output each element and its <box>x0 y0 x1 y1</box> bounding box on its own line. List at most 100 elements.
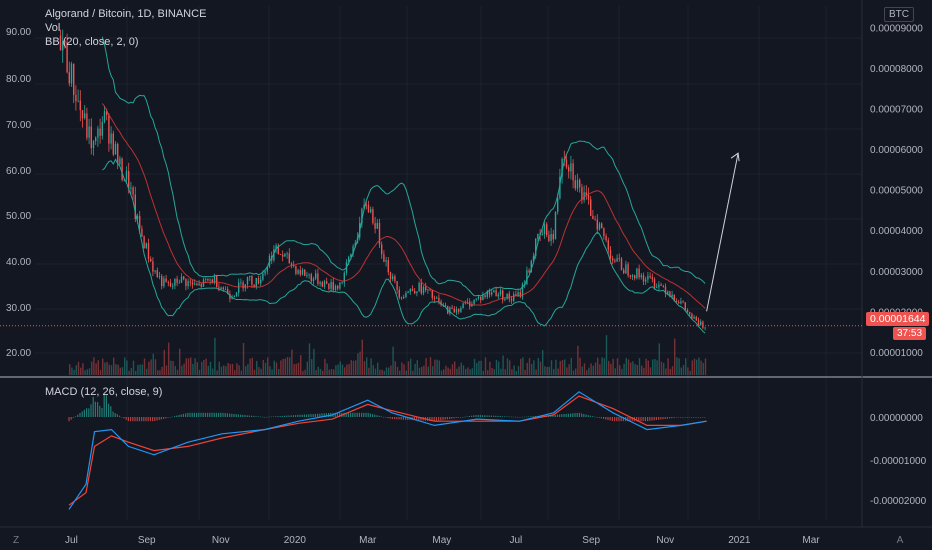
candle-body <box>625 264 627 274</box>
macd-histogram-bar <box>262 416 264 418</box>
candle-body <box>99 128 101 136</box>
volume-bar <box>663 362 665 375</box>
volume-bar <box>297 362 300 375</box>
macd-histogram-bar <box>94 401 96 417</box>
volume-bar <box>449 368 451 375</box>
candle-body <box>444 305 447 307</box>
volume-bar <box>273 360 275 375</box>
candle-body <box>554 211 557 240</box>
volume-bar <box>75 365 77 375</box>
macd-histogram-bar <box>510 416 512 418</box>
macd-histogram-bar <box>321 413 323 417</box>
candle-body <box>222 287 224 289</box>
projection-arrow-line <box>706 153 739 312</box>
candle-body <box>640 275 642 278</box>
macd-histogram-bar <box>191 412 193 417</box>
macd-histogram <box>68 393 706 422</box>
volume-bar <box>630 362 632 375</box>
macd-histogram-bar <box>574 413 576 417</box>
volume-bar <box>515 371 517 375</box>
volume-bar <box>86 369 88 375</box>
volume-bar <box>251 357 253 375</box>
candle-body <box>238 282 240 293</box>
macd-histogram-bar <box>165 417 167 419</box>
macd-histogram-bar <box>479 415 481 417</box>
legend-macd[interactable]: MACD (12, 26, close, 9) <box>45 386 163 398</box>
macd-histogram-bar <box>686 417 688 418</box>
macd-histogram-bar <box>119 415 121 417</box>
volume-bar <box>665 368 667 375</box>
candle-body <box>623 270 625 274</box>
volume-bar <box>238 365 240 375</box>
macd-histogram-bar <box>152 417 154 422</box>
x-axis-tick: Sep <box>582 535 600 546</box>
volume-bar <box>69 364 71 375</box>
chart-title[interactable]: Algorand / Bitcoin, 1D, BINANCE <box>45 8 207 20</box>
legend-bollinger-bands[interactable]: BB (20, close, 2, 0) <box>45 36 139 48</box>
volume-bar <box>418 367 421 375</box>
macd-histogram-bar <box>662 417 664 420</box>
currency-badge[interactable]: BTC <box>884 7 914 22</box>
candle-body <box>262 273 264 280</box>
candle-body <box>691 313 693 319</box>
volume-bar <box>619 365 621 375</box>
volume-bar <box>594 362 597 375</box>
candle-body <box>548 235 550 241</box>
volume-bar <box>454 361 456 375</box>
candle-body <box>282 254 284 257</box>
candle-body <box>301 269 304 275</box>
volume-bar <box>429 357 432 375</box>
macd-histogram-bar <box>187 412 189 417</box>
volume-bar <box>436 359 438 375</box>
candle-body <box>592 215 594 219</box>
volume-bar <box>641 365 643 375</box>
macd-histogram-bar <box>295 415 297 417</box>
candle-body <box>513 294 515 301</box>
volume-bar <box>229 364 231 375</box>
candle-body <box>631 275 634 277</box>
macd-histogram-bar <box>660 417 662 420</box>
volume-bar <box>698 357 700 375</box>
volume-bar <box>425 358 427 375</box>
volume-bar <box>671 366 674 375</box>
volume-bar <box>632 361 634 375</box>
macd-histogram-bar <box>554 414 556 417</box>
x-axis-tick: Sep <box>138 535 156 546</box>
candle-body <box>88 126 90 138</box>
volume-bar <box>359 351 361 375</box>
macd-histogram-bar <box>123 417 125 419</box>
left-axis-tick: 70.00 <box>6 120 31 131</box>
macd-histogram-bar <box>383 416 385 418</box>
macd-histogram-bar <box>222 412 224 417</box>
volume-bar <box>469 369 471 375</box>
volume-bar <box>506 358 509 375</box>
candle-body <box>81 110 84 119</box>
volume-bar <box>223 365 225 375</box>
candle-body <box>295 266 297 274</box>
macd-histogram-bar <box>521 416 523 418</box>
legend-volume[interactable]: Vol <box>45 22 61 34</box>
macd-histogram-bar <box>141 417 143 422</box>
candle-body <box>552 234 554 240</box>
macd-histogram-bar <box>211 412 213 417</box>
volume-bar <box>533 360 535 375</box>
macd-histogram-bar <box>647 417 649 422</box>
macd-histogram-bar <box>391 417 393 420</box>
volume-bar <box>392 346 394 375</box>
price-candles <box>59 29 706 331</box>
volume-bar <box>487 370 489 375</box>
candle-body <box>361 208 363 224</box>
right-axis-tick: 0.00003000 <box>870 267 923 278</box>
candle-body <box>480 296 482 301</box>
candle-body <box>68 72 70 84</box>
macd-histogram-bar <box>413 417 415 421</box>
macd-histogram-bar <box>81 411 83 417</box>
volume-bar <box>110 365 113 375</box>
left-axis-tick: 60.00 <box>6 166 31 177</box>
macd-histogram-bar <box>226 413 228 417</box>
candle-body <box>579 179 581 188</box>
macd-histogram-bar <box>101 408 103 417</box>
candle-body <box>136 215 139 219</box>
macd-histogram-bar <box>339 412 341 417</box>
